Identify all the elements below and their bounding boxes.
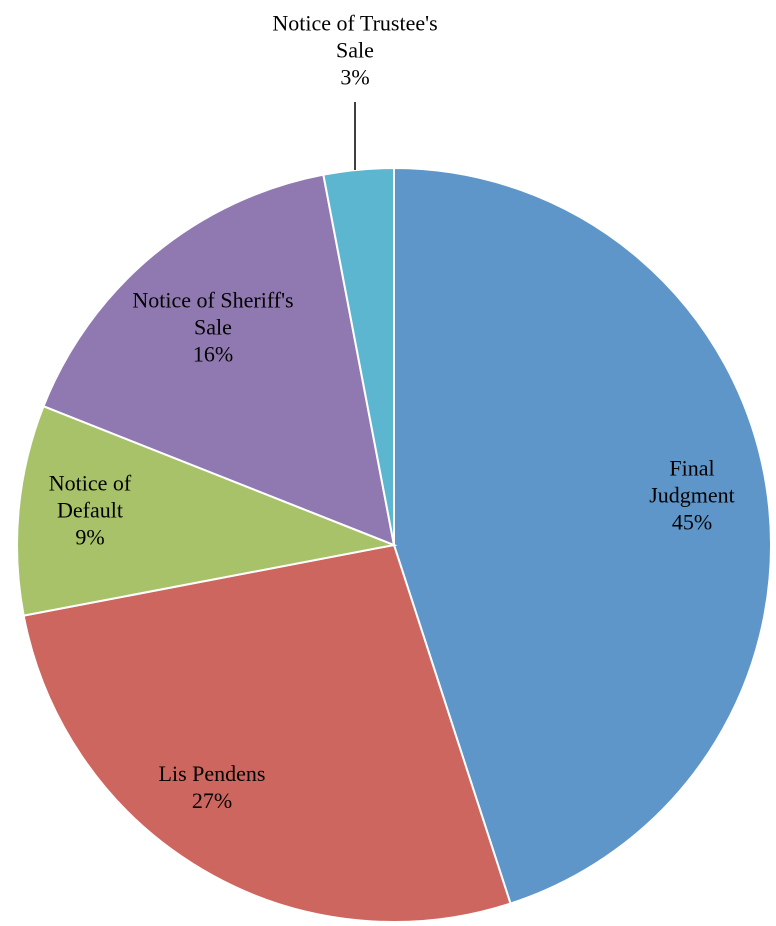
pie-slice [22, 543, 512, 923]
slice-label: Final Judgment 45% [637, 455, 747, 536]
category-label: Notice of Default [48, 470, 132, 523]
category-label: Notice of Trustee's Sale [272, 10, 438, 63]
value-label: 9% [75, 524, 105, 550]
slice-label: Lis Pendens 27% [132, 760, 292, 814]
category-label: Notice of Sheriff's Sale [132, 287, 294, 340]
pie-slice [322, 166, 395, 546]
pie-slice [42, 173, 396, 547]
pie-slice [16, 404, 398, 617]
category-label: Final Judgment [649, 455, 735, 508]
pie-slice [393, 166, 772, 905]
slices [16, 166, 772, 923]
slice-label: Notice of Trustee's Sale 3% [270, 10, 440, 91]
category-label: Lis Pendens [158, 761, 266, 786]
value-label: 16% [192, 341, 234, 367]
slice-label: Notice of Sheriff's Sale 16% [128, 287, 298, 368]
value-label: 45% [671, 509, 713, 535]
value-label: 3% [340, 64, 370, 90]
slice-label: Notice of Default 9% [35, 470, 145, 551]
value-label: 27% [191, 788, 233, 813]
